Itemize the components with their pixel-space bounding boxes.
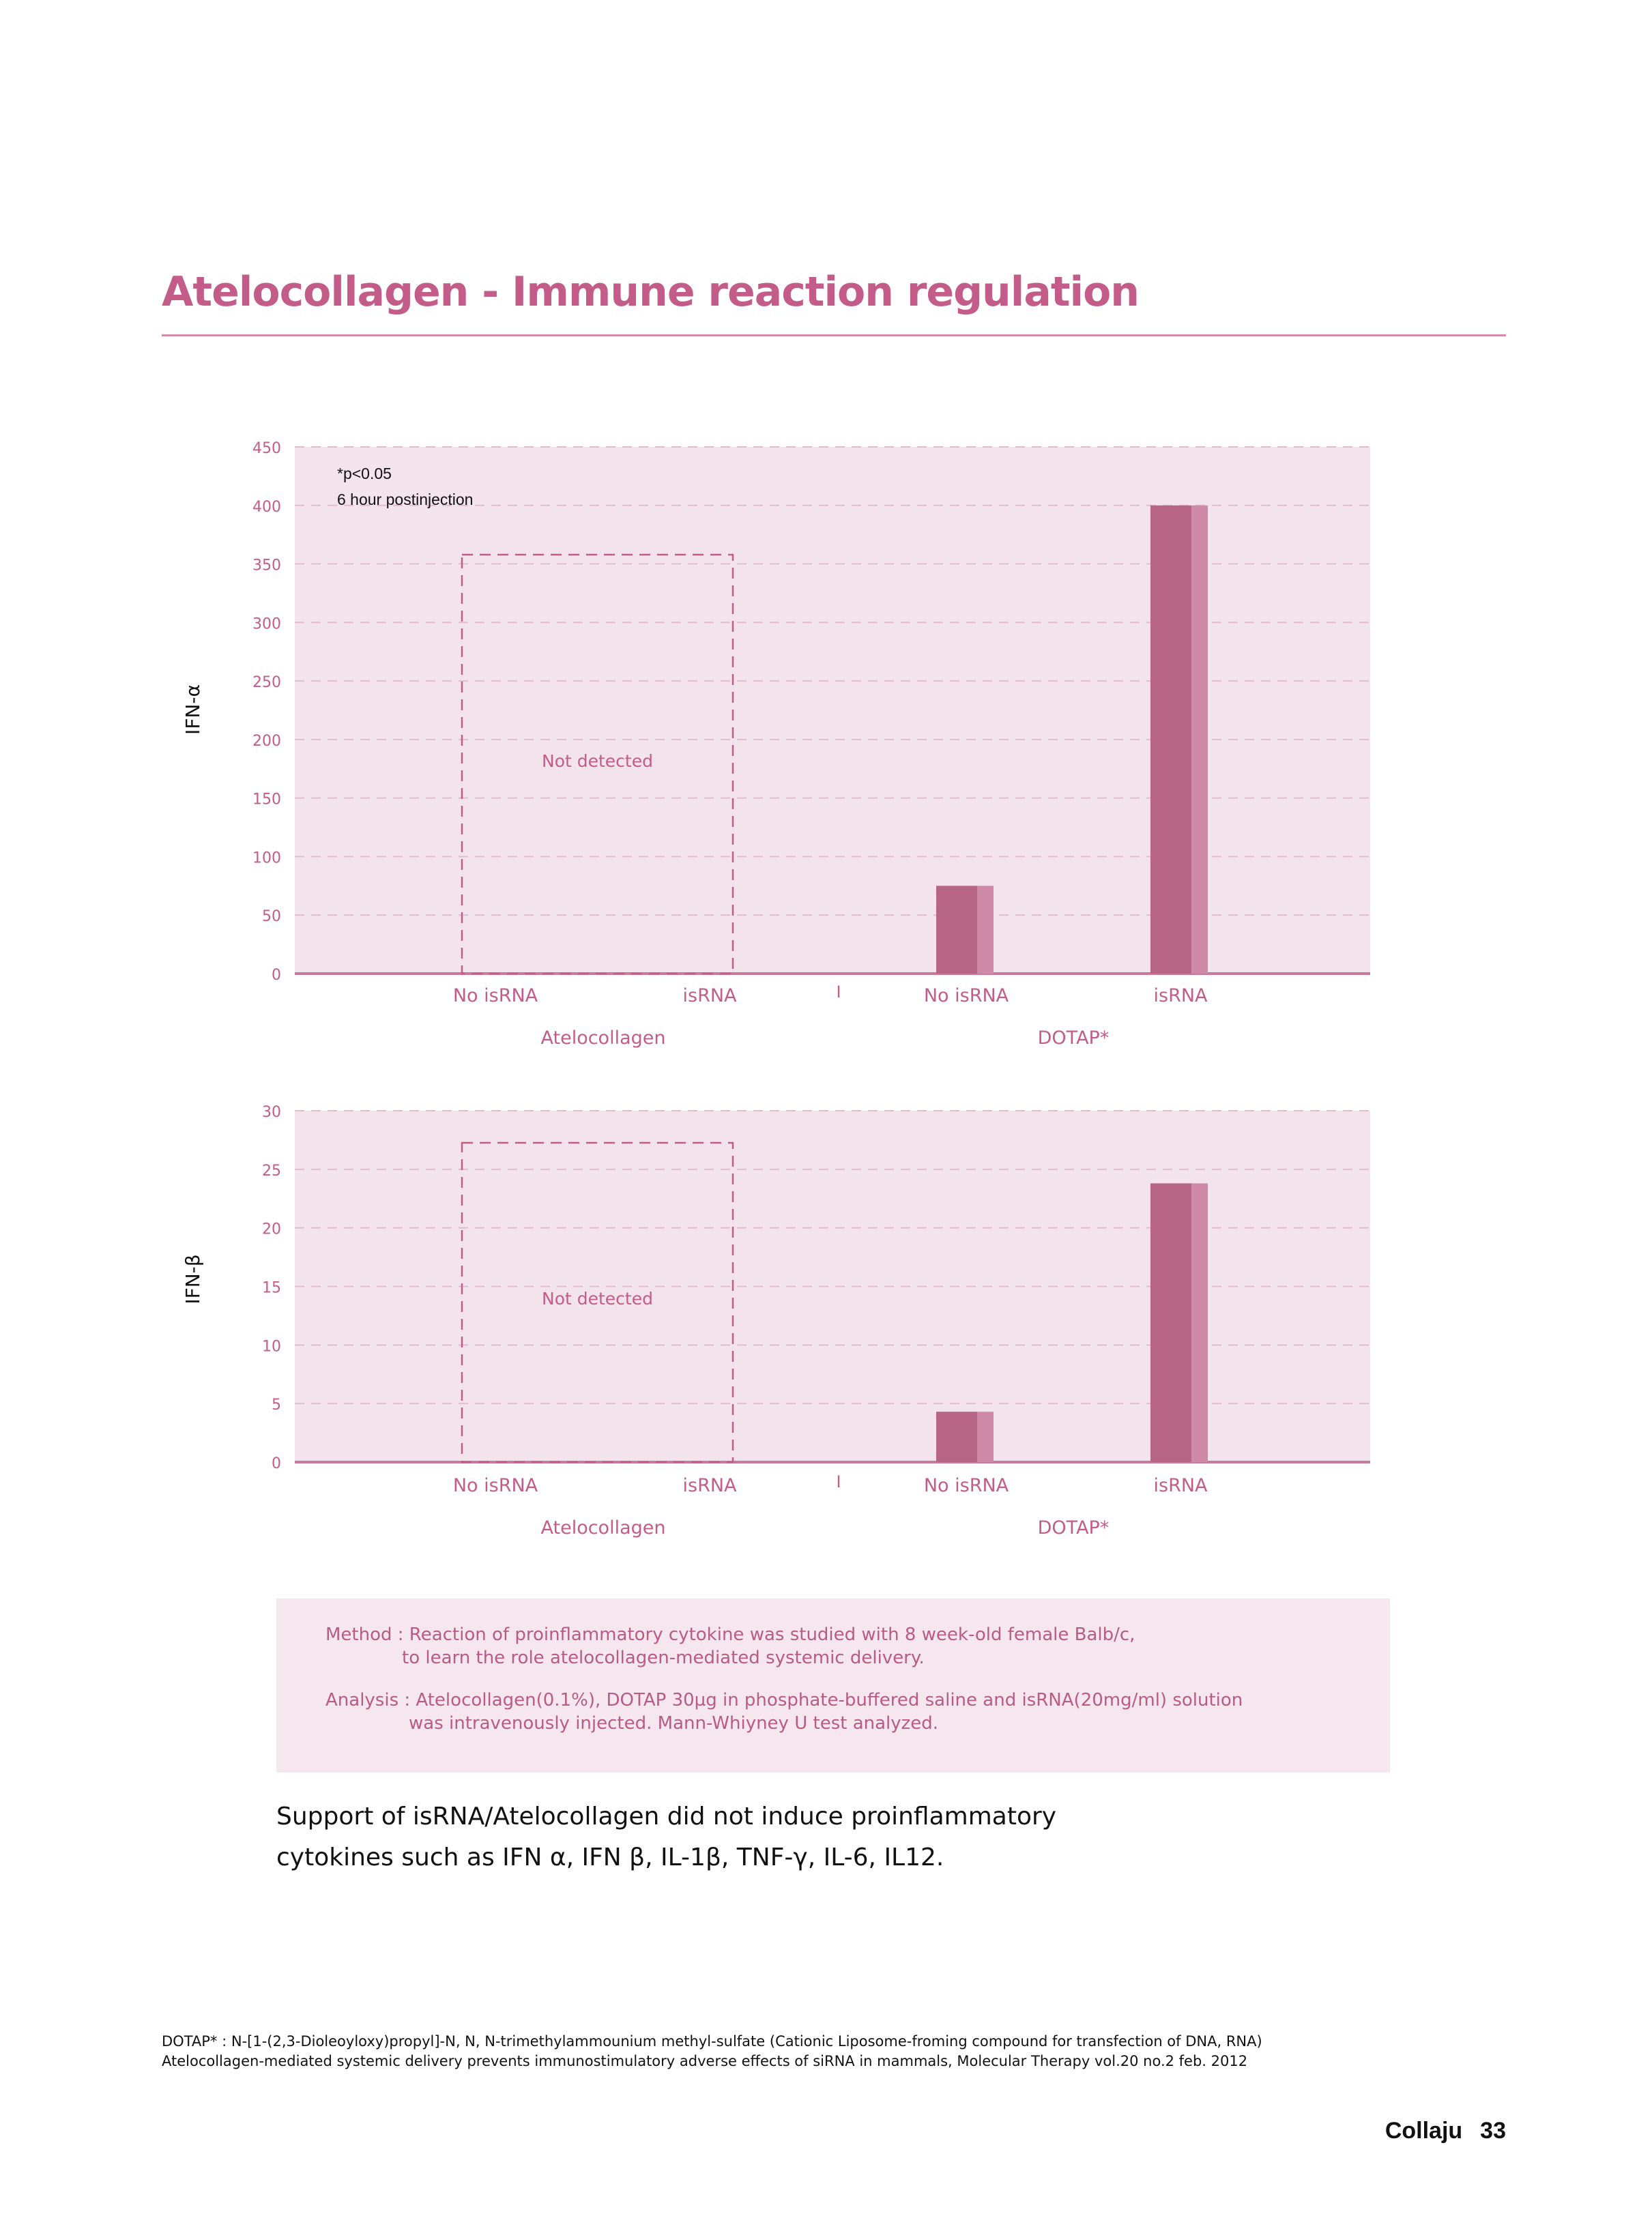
y-tick-label: 5 xyxy=(272,1397,281,1414)
y-tick-label: 20 xyxy=(262,1221,281,1238)
not-detected-label: Not detected xyxy=(542,751,653,771)
not-detected-box xyxy=(461,1141,734,1463)
bar-shade xyxy=(977,1412,994,1462)
analysis-line: Analysis : Atelocollagen(0.1%), DOTAP 30… xyxy=(325,1690,1243,1710)
y-tick-label: 150 xyxy=(252,791,281,808)
y-tick-label: 350 xyxy=(252,557,281,574)
group-label: DOTAP* xyxy=(1038,1517,1110,1539)
footnote: DOTAP* : N-[1-(2,3-Dioleoyloxy)propyl]-N… xyxy=(162,2033,1262,2050)
page-number: 33 xyxy=(1480,2118,1506,2144)
y-axis-label: IFN-α xyxy=(182,684,204,735)
y-axis-label: IFN-β xyxy=(182,1254,204,1304)
footnote: Atelocollagen-mediated systemic delivery… xyxy=(162,2053,1248,2069)
method-line: to learn the role atelocollagen-mediated… xyxy=(402,1648,925,1668)
plot-area xyxy=(295,1111,1370,1462)
y-tick-label: 200 xyxy=(252,733,281,750)
y-tick-label: 15 xyxy=(262,1280,281,1297)
bar xyxy=(1150,505,1191,974)
x-tick-label: isRNA xyxy=(683,985,738,1006)
x-tick-label: No isRNA xyxy=(453,1475,538,1496)
bar xyxy=(1150,1183,1191,1462)
group-label: Atelocollagen xyxy=(541,1027,666,1049)
y-tick-label: 30 xyxy=(262,1104,281,1121)
support-text: cytokines such as IFN α, IFN β, IL-1β, T… xyxy=(276,1843,944,1871)
y-tick-label: 300 xyxy=(252,615,281,632)
group-separator: I xyxy=(836,1472,841,1491)
y-tick-label: 450 xyxy=(252,440,281,457)
group-label: DOTAP* xyxy=(1038,1027,1110,1049)
y-tick-label: 100 xyxy=(252,849,281,866)
x-tick-label: No isRNA xyxy=(924,985,1009,1006)
bar xyxy=(936,886,977,974)
plot-area xyxy=(295,447,1370,974)
y-tick-label: 25 xyxy=(262,1163,281,1180)
x-tick-label: isRNA xyxy=(683,1475,738,1496)
bar-shade xyxy=(1191,505,1208,974)
chart-annotation: *p<0.05 xyxy=(337,465,392,482)
x-tick-label: No isRNA xyxy=(924,1475,1009,1496)
not-detected-box xyxy=(461,553,734,975)
title-divider xyxy=(162,334,1506,336)
page-footer: Collaju 33 xyxy=(1367,2118,1506,2144)
y-tick-label: 0 xyxy=(272,967,281,984)
group-label: Atelocollagen xyxy=(541,1517,666,1539)
bar xyxy=(936,1412,977,1462)
brand-name: Collaju xyxy=(1385,2118,1463,2144)
y-tick-label: 250 xyxy=(252,674,281,691)
bar-shade xyxy=(977,886,994,974)
x-tick-label: isRNA xyxy=(1154,1475,1208,1496)
y-tick-label: 10 xyxy=(262,1338,281,1355)
y-tick-label: 0 xyxy=(272,1455,281,1472)
not-detected-label: Not detected xyxy=(542,1289,653,1309)
page-title: Atelocollagen - Immune reaction regulati… xyxy=(162,268,1140,316)
chart-annotation: 6 hour postinjection xyxy=(337,491,473,508)
y-tick-label: 400 xyxy=(252,499,281,516)
method-line: Method : Reaction of proinflammatory cyt… xyxy=(325,1624,1135,1645)
x-tick-label: No isRNA xyxy=(453,985,538,1006)
method-box: Method : Reaction of proinflammatory cyt… xyxy=(276,1599,1390,1773)
bar-shade xyxy=(1191,1183,1208,1462)
analysis-line: was intravenously injected. Mann-Whiyney… xyxy=(409,1713,939,1734)
y-tick-label: 50 xyxy=(262,908,281,925)
support-text: Support of isRNA/Atelocollagen did not i… xyxy=(276,1803,1057,1831)
x-tick-label: isRNA xyxy=(1154,985,1208,1006)
group-separator: I xyxy=(836,982,841,1002)
